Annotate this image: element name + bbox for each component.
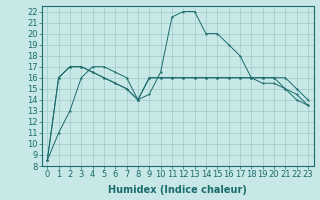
X-axis label: Humidex (Indice chaleur): Humidex (Indice chaleur) [108, 185, 247, 195]
